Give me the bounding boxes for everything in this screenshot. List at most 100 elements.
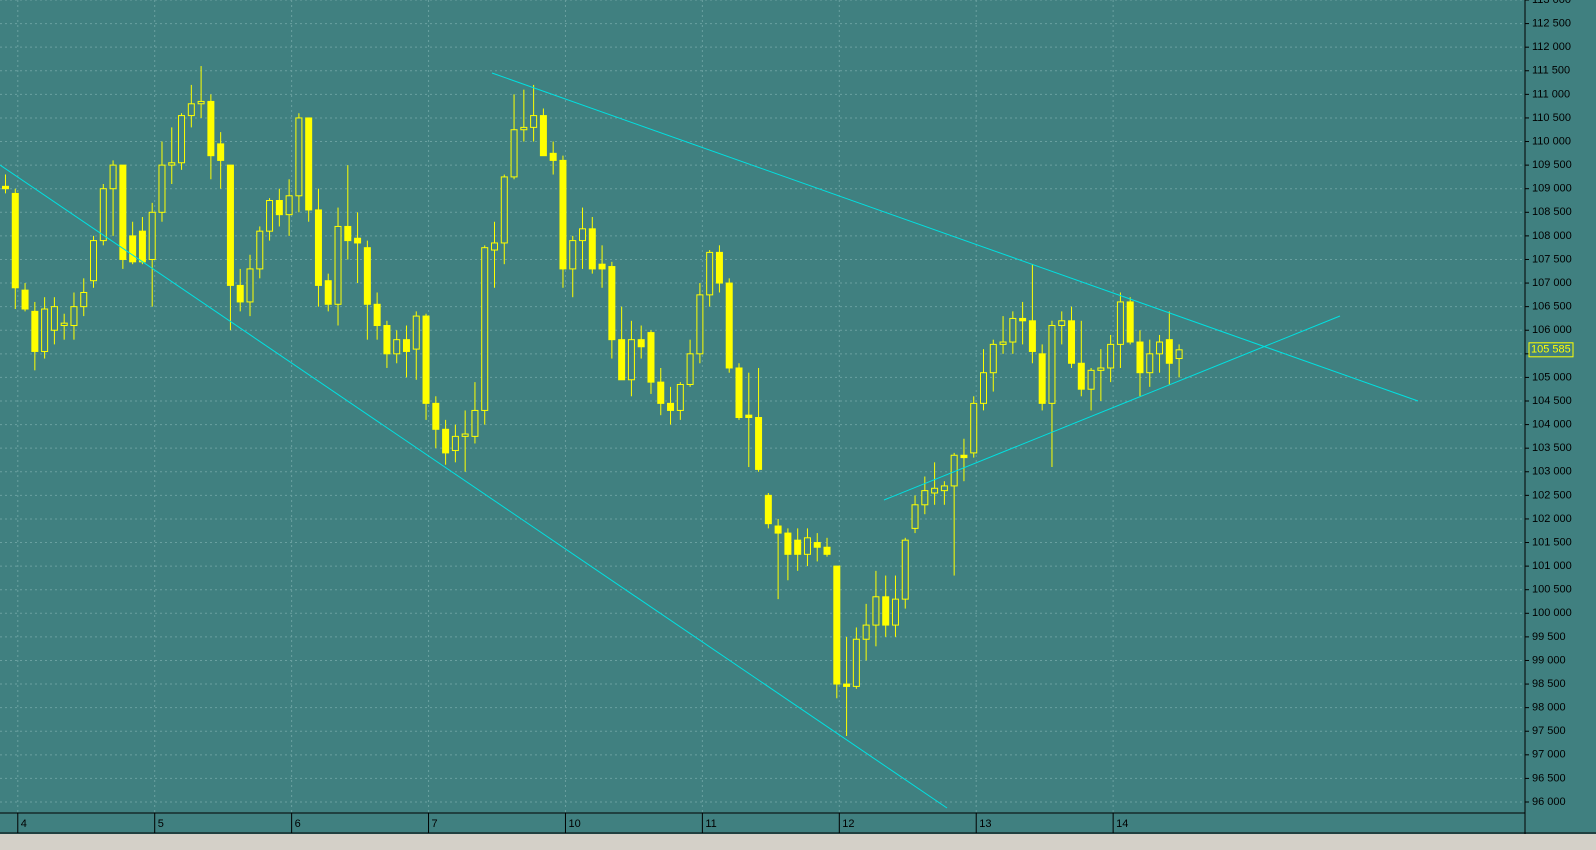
y-tick-label: 102 000 — [1532, 513, 1572, 525]
candle-body-down — [539, 115, 547, 157]
candle-body-up — [60, 322, 68, 327]
candle-body-up — [99, 188, 107, 242]
candle-body-up — [1048, 325, 1056, 404]
candle-body-up — [891, 598, 899, 626]
x-tick-label: 6 — [295, 818, 301, 830]
y-tick-label: 102 500 — [1532, 489, 1572, 501]
candle-body-down — [657, 381, 665, 404]
trend-lines — [0, 72, 1419, 809]
candle-body-down — [422, 315, 430, 404]
candle-body-up — [90, 240, 98, 282]
candle-body-up — [491, 242, 498, 251]
grid — [0, 0, 1525, 813]
y-tick-label: 106 500 — [1532, 301, 1572, 313]
y-tick-label: 97 000 — [1532, 749, 1566, 761]
candle-body-up — [393, 339, 401, 355]
candle-body-up — [970, 402, 978, 454]
candle-body-up — [999, 341, 1007, 345]
candle-body-down — [764, 494, 772, 525]
trend-line — [883, 315, 1341, 501]
candle-body-up — [921, 490, 929, 506]
candle-body-down — [715, 251, 723, 284]
candle-body-up — [148, 211, 156, 260]
candle-body-up — [266, 200, 274, 232]
y-tick-label: 101 500 — [1532, 536, 1572, 548]
x-tick-label: 11 — [705, 818, 716, 830]
candle-body-down — [2, 185, 9, 190]
candle-body-up — [627, 339, 635, 381]
y-tick-label: 111 000 — [1532, 88, 1570, 100]
y-tick-label: 97 500 — [1532, 725, 1566, 737]
candle-body-down — [813, 542, 821, 548]
candle-body-down — [31, 310, 39, 352]
y-tick-label: 107 500 — [1532, 253, 1572, 265]
y-tick-label: 104 500 — [1532, 395, 1572, 407]
candle-body-up — [50, 306, 58, 331]
candle-body-down — [559, 159, 567, 270]
candle-body-down — [833, 565, 841, 685]
candle-body-down — [207, 100, 215, 157]
y-tick-label: 98 500 — [1532, 678, 1566, 690]
candle-body-down — [236, 284, 244, 303]
candle-body-down — [129, 235, 137, 263]
y-tick-label: 100 500 — [1532, 584, 1572, 596]
candle-body-up — [334, 225, 342, 305]
candle-body-down — [305, 117, 313, 211]
y-tick-label: 98 000 — [1532, 702, 1566, 714]
candle-body-up — [471, 409, 479, 437]
candle-body-down — [745, 414, 753, 419]
candle-body-up — [676, 383, 684, 411]
candle-body-down — [1136, 341, 1144, 374]
candle-body-down — [21, 289, 29, 310]
y-tick-label: 99 000 — [1532, 654, 1566, 666]
candle-body-up — [187, 103, 195, 117]
candle-body-down — [1126, 301, 1134, 343]
candle-body-down — [774, 525, 782, 534]
candle-body-down — [588, 228, 596, 270]
candle-body-up — [1156, 341, 1164, 355]
candle-body-up — [510, 129, 518, 178]
y-tick-label: 96 500 — [1532, 772, 1566, 784]
candle-body-down — [226, 164, 234, 286]
candle-body-up — [1146, 353, 1154, 374]
candle-body-up — [80, 291, 88, 308]
candle-body-down — [735, 367, 743, 419]
candle-body-up — [872, 596, 880, 626]
candle-body-down — [354, 237, 362, 244]
candle-body-down — [1038, 353, 1046, 404]
y-tick-label: 96 000 — [1532, 796, 1566, 808]
candle-body-down — [667, 402, 675, 411]
x-tick-label: 4 — [21, 818, 27, 830]
candle-body-up — [686, 353, 694, 385]
x-tick-label: 13 — [979, 818, 991, 830]
candle-body-down — [549, 152, 557, 161]
candle-body-down — [618, 339, 626, 381]
y-tick-label: 110 000 — [1532, 135, 1571, 147]
candle-body-down — [363, 247, 371, 305]
trend-line — [0, 164, 948, 809]
candle-body-down — [138, 230, 146, 263]
candle-body-up — [706, 251, 714, 296]
candle-body-up — [530, 115, 538, 128]
candle-body-up — [1175, 349, 1183, 360]
candle-body-up — [1058, 320, 1066, 327]
candle-body-down — [1068, 320, 1076, 364]
candle-body-up — [1116, 301, 1124, 345]
candle-body-up — [980, 372, 987, 404]
candle-body-up — [41, 308, 49, 352]
axes: 96 000 96 500 97 000 97 500 98 000 98 500 99 0… — [17, 0, 1574, 833]
y-tick-label: 106 000 — [1532, 324, 1572, 336]
candle-body-down — [119, 164, 127, 260]
candle-body-up — [461, 433, 469, 437]
candle-body-up — [295, 117, 303, 197]
candle-body-down — [725, 282, 733, 369]
candle-body-down — [402, 339, 410, 352]
candle-body-down — [598, 263, 606, 270]
y-tick-label: 105 000 — [1532, 371, 1572, 383]
y-tick-label: 103 000 — [1532, 466, 1572, 478]
candle-body-up — [901, 539, 909, 600]
candle-body-down — [1028, 320, 1036, 352]
candle-body-down — [432, 402, 440, 430]
